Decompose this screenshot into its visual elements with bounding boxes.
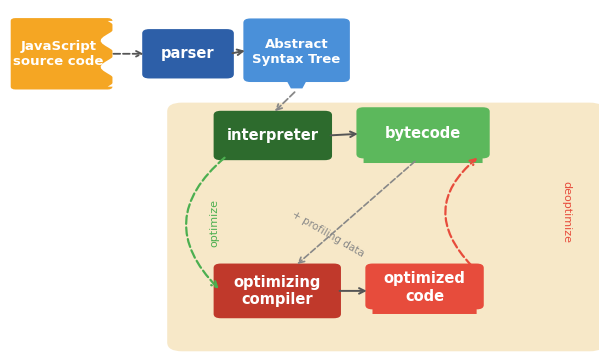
Polygon shape (101, 21, 118, 87)
Text: JavaScript
source code: JavaScript source code (13, 40, 104, 68)
FancyBboxPatch shape (365, 263, 484, 309)
FancyBboxPatch shape (167, 103, 600, 351)
FancyBboxPatch shape (214, 111, 332, 160)
Text: optimizing
compiler: optimizing compiler (233, 275, 321, 307)
Text: + profiling data: + profiling data (290, 209, 366, 259)
Polygon shape (285, 78, 308, 88)
FancyBboxPatch shape (142, 29, 234, 78)
Text: Abstract
Syntax Tree: Abstract Syntax Tree (253, 38, 341, 66)
Polygon shape (364, 151, 482, 163)
FancyBboxPatch shape (244, 19, 350, 82)
Text: optimize: optimize (210, 199, 220, 247)
Text: interpreter: interpreter (227, 128, 319, 143)
FancyBboxPatch shape (214, 263, 341, 318)
Text: optimized
code: optimized code (383, 271, 466, 304)
Text: parser: parser (161, 46, 215, 61)
Polygon shape (373, 302, 476, 314)
Text: deoptimize: deoptimize (561, 181, 571, 243)
FancyBboxPatch shape (356, 107, 490, 158)
FancyBboxPatch shape (11, 18, 112, 90)
Text: bytecode: bytecode (385, 126, 461, 141)
